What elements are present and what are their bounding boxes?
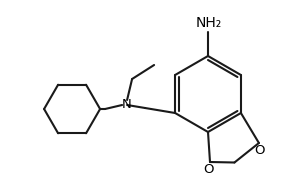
Text: O: O <box>255 144 265 157</box>
Text: NH₂: NH₂ <box>196 16 222 30</box>
Text: N: N <box>122 98 132 112</box>
Text: O: O <box>204 163 214 176</box>
